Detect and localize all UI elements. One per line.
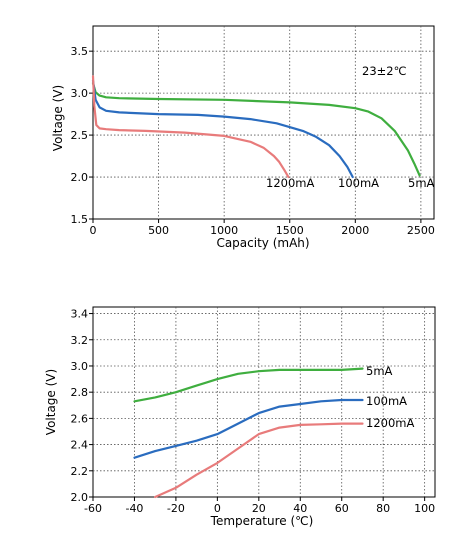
- temperature-grid: [93, 307, 435, 497]
- temperature-ticks: [89, 313, 426, 501]
- capacity-y-axis-label: Voltage (V): [51, 85, 65, 151]
- temperature-y-tick-label: 3.2: [71, 334, 89, 347]
- temperature-x-tick-label: -40: [125, 502, 143, 515]
- temperature-x-tick-label: 60: [335, 502, 349, 515]
- capacity-temperature-annotation: 23±2℃: [362, 64, 407, 78]
- temperature-y-tick-label: 3.0: [71, 360, 89, 373]
- capacity-y-tick-label: 2.0: [71, 171, 89, 184]
- capacity-x-tick-label: 2000: [341, 224, 369, 237]
- capacity-series-100ma-line: [91, 79, 354, 179]
- capacity-grid: [93, 26, 434, 219]
- capacity-chart: 0 500 1000 1500 2000 2500 1.5 2.0 2.5 3.0 3.5 Capa…: [51, 25, 435, 250]
- temperature-series-group: [133, 367, 364, 499]
- capacity-series-label-1200ma: 1200mA: [266, 176, 314, 190]
- capacity-y-tick-label: 3.0: [71, 87, 89, 100]
- temperature-y-tick-label: 2.6: [71, 412, 89, 425]
- capacity-y-tick-label: 3.5: [71, 45, 89, 58]
- temperature-y-tick-label: 3.4: [71, 308, 89, 321]
- capacity-x-tick-label: 1500: [276, 224, 304, 237]
- temperature-x-tick-label: 40: [293, 502, 307, 515]
- temperature-x-tick-label: -60: [84, 502, 102, 515]
- temperature-x-tick-label: 20: [252, 502, 266, 515]
- capacity-ticks: [89, 50, 422, 223]
- capacity-x-tick-label: 500: [148, 224, 169, 237]
- capacity-series-label-100ma: 100mA: [338, 176, 379, 190]
- temperature-series-label-100ma: 100mA: [366, 394, 407, 408]
- capacity-x-tick-label: 0: [90, 224, 97, 237]
- temperature-x-tick-label: -20: [167, 502, 185, 515]
- temperature-y-tick-label: 2.2: [71, 465, 89, 478]
- capacity-x-tick-label: 2500: [407, 224, 435, 237]
- capacity-x-tick-label: 1000: [210, 224, 238, 237]
- temperature-y-tick-label: 2.4: [71, 439, 89, 452]
- temperature-series-100ma-line: [133, 398, 364, 459]
- capacity-y-tick-label: 2.5: [71, 129, 89, 142]
- temperature-y-axis-label: Voltage (V): [44, 369, 58, 435]
- temperature-x-axis-label: Temperature (℃): [210, 514, 314, 528]
- temperature-series-label-5ma: 5mA: [366, 364, 393, 378]
- capacity-y-tick-label: 1.5: [71, 213, 89, 226]
- capacity-series-label-5ma: 5mA: [408, 176, 435, 190]
- temperature-series-1200ma-line: [154, 422, 364, 499]
- temperature-series-5ma-line: [133, 367, 364, 403]
- capacity-x-axis-label: Capacity (mAh): [216, 236, 309, 250]
- temperature-x-tick-label: 80: [376, 502, 390, 515]
- capacity-series-group: [91, 75, 421, 179]
- temperature-tick-labels: -60 -40 -20 0 20 40 60 80 100 2.0 2.2 2.4 2.6 2.8 3.0 3…: [71, 308, 436, 515]
- capacity-tick-labels: 0 500 1000 1500 2000 2500 1.5 2.0 2.5 3.0 3.5: [71, 45, 435, 237]
- temperature-y-tick-label: 2.8: [71, 386, 89, 399]
- temperature-plot-frame: [92, 306, 436, 498]
- capacity-series-1200ma-line: [91, 75, 290, 179]
- capacity-series-5ma-line: [91, 81, 421, 177]
- capacity-plot-frame: [92, 25, 435, 220]
- temperature-x-tick-label: 0: [214, 502, 221, 515]
- temperature-y-tick-label: 2.0: [71, 491, 89, 504]
- temperature-series-label-1200ma: 1200mA: [366, 416, 414, 430]
- temperature-chart: -60 -40 -20 0 20 40 60 80 100 2.0 2.2 2.4 2.6 2.8 3.0 3…: [44, 306, 436, 528]
- temperature-x-tick-label: 100: [414, 502, 435, 515]
